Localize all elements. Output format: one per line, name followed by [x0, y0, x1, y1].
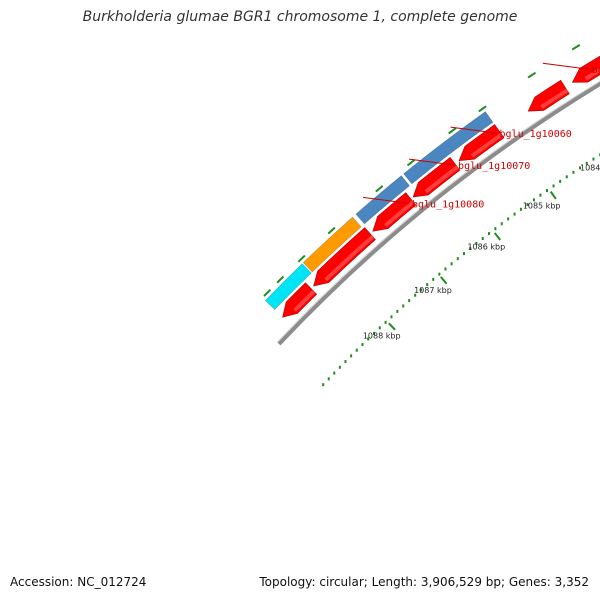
gc-dot [414, 293, 417, 297]
gc-dot [438, 272, 441, 276]
gc-dot [396, 309, 399, 313]
gc-dot [526, 203, 529, 207]
scale-tick-label: 1088 kbp [363, 332, 401, 341]
backbone-outer [277, 81, 600, 346]
forward-gene-arrow [412, 157, 461, 198]
gc-dot [585, 161, 588, 165]
reverse-mark [571, 44, 581, 51]
gc-dot [513, 212, 516, 216]
forward-gene-shine [424, 165, 459, 194]
accession-text: Accession: NC_012724 [8, 575, 149, 589]
gc-dot [390, 315, 393, 319]
reverse-mark [263, 288, 272, 297]
gc-dot [475, 242, 478, 246]
forward-gene-shine [470, 132, 503, 158]
gc-dot [420, 288, 423, 292]
reverse-mark [527, 71, 537, 79]
backbone-highlight [276, 80, 600, 343]
gc-dot [322, 383, 325, 387]
gene-leader-line [362, 196, 410, 204]
forward-gene-shine [584, 67, 600, 81]
scale-tick-label: 1085 kbp [523, 202, 561, 211]
scale-tick [549, 191, 557, 200]
reverse-mark [297, 254, 306, 263]
scale-tick [493, 232, 502, 241]
scale-tick [388, 322, 396, 331]
scale-tick-label: 1087 kbp [414, 286, 452, 295]
gc-dot [592, 157, 595, 161]
gc-dot [338, 365, 341, 369]
gc-dot [355, 348, 358, 352]
forward-gene-shine [293, 289, 316, 312]
gc-dot [519, 207, 522, 211]
reverse-mark [478, 105, 487, 113]
gc-dot [408, 299, 411, 303]
scale-tick-label: 1084 kbp [580, 163, 600, 172]
gc-dot [456, 257, 459, 261]
gc-dot [367, 337, 370, 341]
gc-dot [559, 179, 562, 183]
gene-labels: bglu_1g10010bglu_1g10020bglu_1g10030bglu… [362, 62, 600, 210]
gene-label: bglu_1g10080 [412, 199, 484, 210]
gene-label: bglu_1g10040 [592, 65, 600, 76]
gc-dot [532, 198, 535, 202]
reverse-mark [406, 159, 416, 167]
gc-dot [426, 283, 429, 287]
reverse-mark [375, 185, 384, 193]
gc-dot [444, 267, 447, 271]
gc-dot [488, 232, 491, 236]
forward-gene-shine [324, 235, 375, 282]
scale-tick [440, 276, 448, 285]
gc-dot [344, 360, 347, 364]
topology-text: Topology: circular; Length: 3,906,529 bp… [257, 575, 591, 589]
reverse-mark [448, 127, 457, 135]
gc-dot [500, 222, 503, 226]
gc-dot [546, 189, 548, 193]
scale-tick-label: 1086 kbp [467, 242, 505, 251]
gc-dot [432, 277, 435, 281]
gc-dot [384, 320, 387, 324]
gene-leader-line [450, 126, 497, 134]
gene-leader-line [542, 62, 589, 70]
gc-dot [361, 343, 364, 347]
reverse-mark [327, 226, 336, 235]
gc-dot [552, 184, 555, 188]
gc-dot [450, 262, 453, 266]
reverse-strand-marks [263, 44, 581, 297]
gc-dot [481, 237, 484, 241]
track-segment [302, 216, 362, 273]
backbone-ring [276, 80, 600, 346]
gc-dot [565, 175, 568, 179]
track-segment [264, 263, 312, 310]
forward-gene-arrow [527, 79, 570, 112]
gc-dot [372, 331, 375, 335]
forward-strand-genes [282, 55, 600, 318]
gc-dot [462, 252, 465, 256]
forward-gene-arrow [458, 124, 505, 162]
gc-dot [327, 377, 330, 381]
gc-dot [469, 247, 472, 251]
gene-leader-line [408, 158, 456, 166]
gene-label: bglu_1g10060 [500, 129, 572, 140]
forward-gene-arrow [282, 282, 318, 318]
gc-dot [579, 166, 582, 170]
gc-dot [572, 170, 575, 174]
gene-label: bglu_1g10070 [458, 161, 530, 172]
gc-dot [539, 193, 542, 197]
gc-dot [350, 354, 353, 358]
reverse-mark [276, 275, 285, 284]
forward-gene-shine [540, 88, 569, 109]
gc-dot [333, 371, 336, 375]
colored-gene-track [264, 111, 494, 310]
gc-content-dots [322, 153, 600, 387]
gc-dot [507, 217, 510, 221]
gc-dot [402, 304, 405, 308]
forward-gene-arrow [313, 227, 376, 287]
gc-dot [378, 326, 381, 330]
scale-ticks: 1081 kbp1082 kbp1083 kbp1084 kbp1085 kbp… [363, 163, 600, 341]
gc-dot [494, 227, 497, 231]
map-title: Burkholderia glumae BGR1 chromosome 1, c… [82, 9, 518, 25]
forward-gene-shine [384, 200, 415, 228]
